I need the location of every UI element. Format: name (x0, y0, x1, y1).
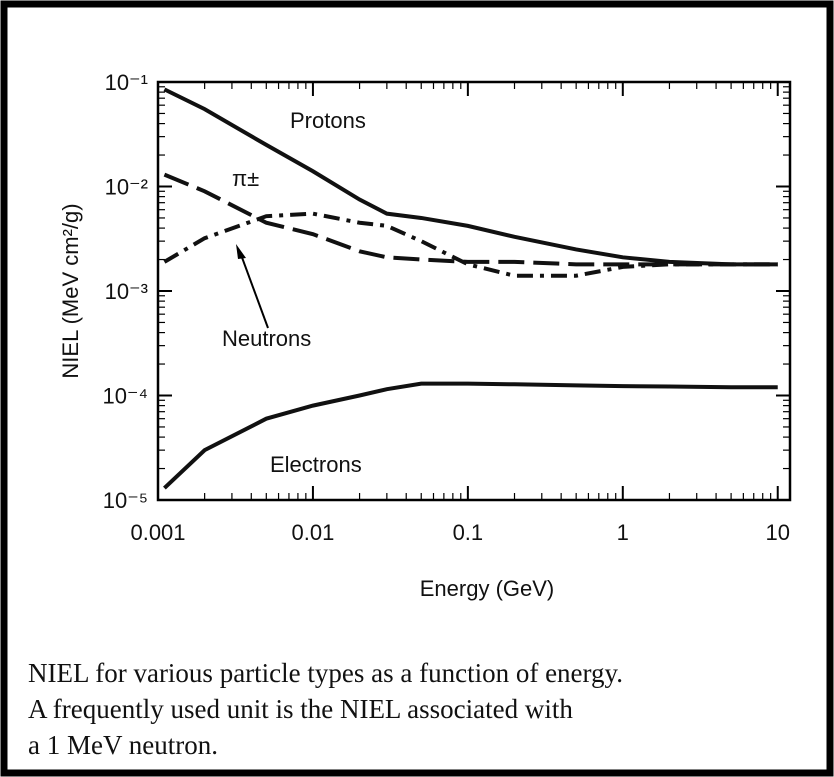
caption-line: NIEL for various particle types as a fun… (28, 658, 623, 688)
x-tick-label: 10 (765, 520, 789, 545)
annotation-arrow (239, 251, 269, 329)
y-tick-label: 10⁻⁵ (103, 488, 148, 513)
series-label: Protons (290, 108, 366, 133)
y-tick-label: 10⁻⁴ (102, 384, 148, 409)
series-label: π± (232, 166, 259, 191)
caption-line: A frequently used unit is the NIEL assoc… (28, 694, 573, 724)
arrow-head (236, 244, 246, 259)
x-tick-label: 0.01 (292, 520, 335, 545)
x-tick-label: 0.1 (453, 520, 484, 545)
series-label: Neutrons (222, 326, 311, 351)
caption-line: a 1 MeV neutron. (28, 730, 218, 760)
y-tick-label: 10⁻³ (105, 279, 148, 304)
x-axis-label: Energy (GeV) (420, 576, 555, 601)
y-axis-label: NIEL (MeV cm²/g) (58, 203, 83, 378)
x-tick-label: 0.001 (130, 520, 185, 545)
series-line (163, 211, 778, 278)
series-label: Electrons (270, 452, 362, 477)
series-line (163, 381, 778, 490)
y-tick-label: 10⁻¹ (105, 70, 148, 95)
x-tick-label: 1 (617, 520, 629, 545)
y-tick-label: 10⁻² (105, 175, 148, 200)
series-line (163, 87, 778, 267)
